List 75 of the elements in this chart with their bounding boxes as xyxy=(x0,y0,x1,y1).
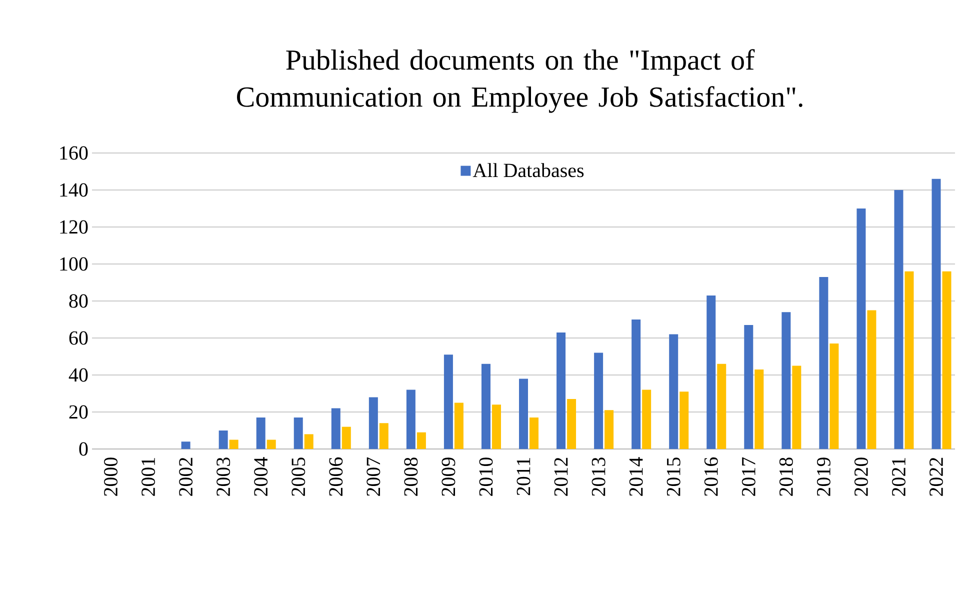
x-tick-label: 2005 xyxy=(292,458,306,496)
bar xyxy=(556,332,566,449)
x-tick-label: 2016 xyxy=(704,457,718,496)
x-tick-label: 2022 xyxy=(930,458,943,496)
bar xyxy=(567,399,576,449)
x-tick-label: 2020 xyxy=(854,458,868,496)
bar xyxy=(932,178,941,449)
bar xyxy=(594,352,604,449)
x-tick-label: 2017 xyxy=(742,457,756,496)
bar xyxy=(530,418,539,449)
x-tick-label: 2009 xyxy=(442,458,456,496)
x-tick-label: 2018 xyxy=(779,458,793,496)
bar xyxy=(604,410,614,449)
x-tick-label: 2012 xyxy=(554,458,568,496)
bar xyxy=(867,310,876,449)
bar xyxy=(492,404,501,449)
x-tick-label: 2015 xyxy=(666,458,680,496)
x-tick-label: 2006 xyxy=(329,457,343,496)
y-tick-label: 40 xyxy=(68,368,88,382)
x-tick-label: 2004 xyxy=(254,457,268,496)
x-tick-label: 2013 xyxy=(592,458,606,496)
bar xyxy=(368,397,378,449)
x-tick-label: 2007 xyxy=(366,457,380,496)
bar xyxy=(416,432,426,449)
x-tick-label: 2003 xyxy=(216,458,230,496)
bar xyxy=(256,418,266,449)
bar xyxy=(782,312,791,449)
x-tick-label: 2000 xyxy=(104,458,118,496)
bar xyxy=(830,344,839,449)
y-tick-label: 20 xyxy=(69,405,88,419)
x-tick-label: 2008 xyxy=(404,458,418,496)
bar xyxy=(444,354,453,449)
y-tick-label: 60 xyxy=(69,331,88,345)
bar xyxy=(181,442,190,449)
x-tick-label: 2021 xyxy=(892,458,906,496)
y-tick-label: 140 xyxy=(60,183,88,197)
bar xyxy=(744,325,754,449)
x-tick-label: 2011 xyxy=(516,458,530,496)
bar xyxy=(342,426,351,449)
bar xyxy=(294,418,303,449)
bar xyxy=(819,276,828,449)
bar xyxy=(669,334,678,449)
y-tick-label: 80 xyxy=(69,294,88,308)
bar xyxy=(304,434,314,449)
bar xyxy=(706,295,716,449)
x-tick-label: 2019 xyxy=(816,458,830,496)
y-tick-label: 100 xyxy=(60,257,88,271)
x-tick-label: 2002 xyxy=(179,458,193,496)
bar xyxy=(754,369,764,449)
bar xyxy=(379,423,388,449)
bar xyxy=(856,208,866,449)
bar xyxy=(406,390,416,449)
legend-label: All Databases xyxy=(472,163,584,178)
x-tick-label: 2014 xyxy=(629,457,643,496)
bar xyxy=(481,364,490,449)
bar xyxy=(942,271,952,449)
bar xyxy=(894,190,904,449)
bar xyxy=(331,408,340,449)
y-tick-label: 120 xyxy=(60,220,88,234)
bar xyxy=(904,271,914,449)
bar xyxy=(218,430,228,449)
bar xyxy=(717,364,726,449)
bar xyxy=(229,440,238,449)
bar xyxy=(642,390,652,449)
bar xyxy=(632,320,641,449)
bar xyxy=(454,402,464,449)
bar xyxy=(519,378,528,449)
bar xyxy=(792,366,802,449)
x-tick-label: 2010 xyxy=(479,458,493,496)
chart-title: Published documents on the "Impact of Communication on Employee Job Satisfaction". xyxy=(236,49,802,113)
x-tick-label: 2001 xyxy=(142,458,156,496)
bar xyxy=(266,440,276,449)
bar xyxy=(680,392,689,449)
y-tick-label: 0 xyxy=(79,442,88,456)
y-tick-label: 160 xyxy=(60,146,88,160)
